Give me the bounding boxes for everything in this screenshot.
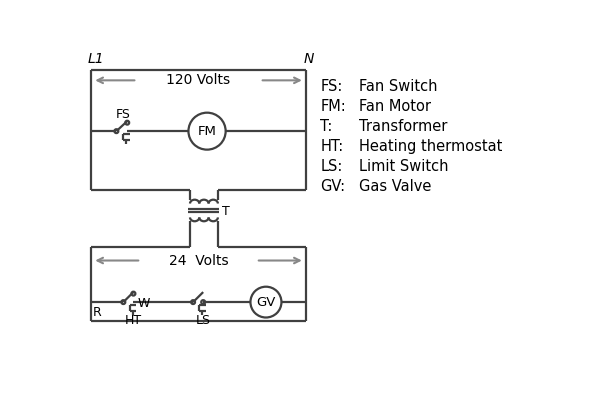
Text: Limit Switch: Limit Switch (359, 159, 448, 174)
Text: Heating thermostat: Heating thermostat (359, 139, 502, 154)
Text: FS:: FS: (320, 79, 343, 94)
Text: T: T (222, 205, 230, 218)
Text: LS: LS (196, 314, 211, 327)
Text: Transformer: Transformer (359, 119, 447, 134)
Text: Fan Motor: Fan Motor (359, 99, 431, 114)
Text: T:: T: (320, 119, 333, 134)
Text: Gas Valve: Gas Valve (359, 179, 431, 194)
Text: FM: FM (198, 125, 217, 138)
Text: GV: GV (256, 296, 276, 309)
Text: L1: L1 (88, 52, 104, 66)
Text: Fan Switch: Fan Switch (359, 79, 437, 94)
Text: GV:: GV: (320, 179, 345, 194)
Text: FS: FS (116, 108, 130, 121)
Text: FM:: FM: (320, 99, 346, 114)
Text: LS:: LS: (320, 159, 343, 174)
Text: 120 Volts: 120 Volts (166, 73, 231, 87)
Text: R: R (93, 306, 101, 319)
Text: HT: HT (125, 314, 142, 327)
Text: W: W (137, 297, 150, 310)
Text: N: N (303, 52, 313, 66)
Text: 24  Volts: 24 Volts (169, 254, 228, 268)
Text: HT:: HT: (320, 139, 343, 154)
